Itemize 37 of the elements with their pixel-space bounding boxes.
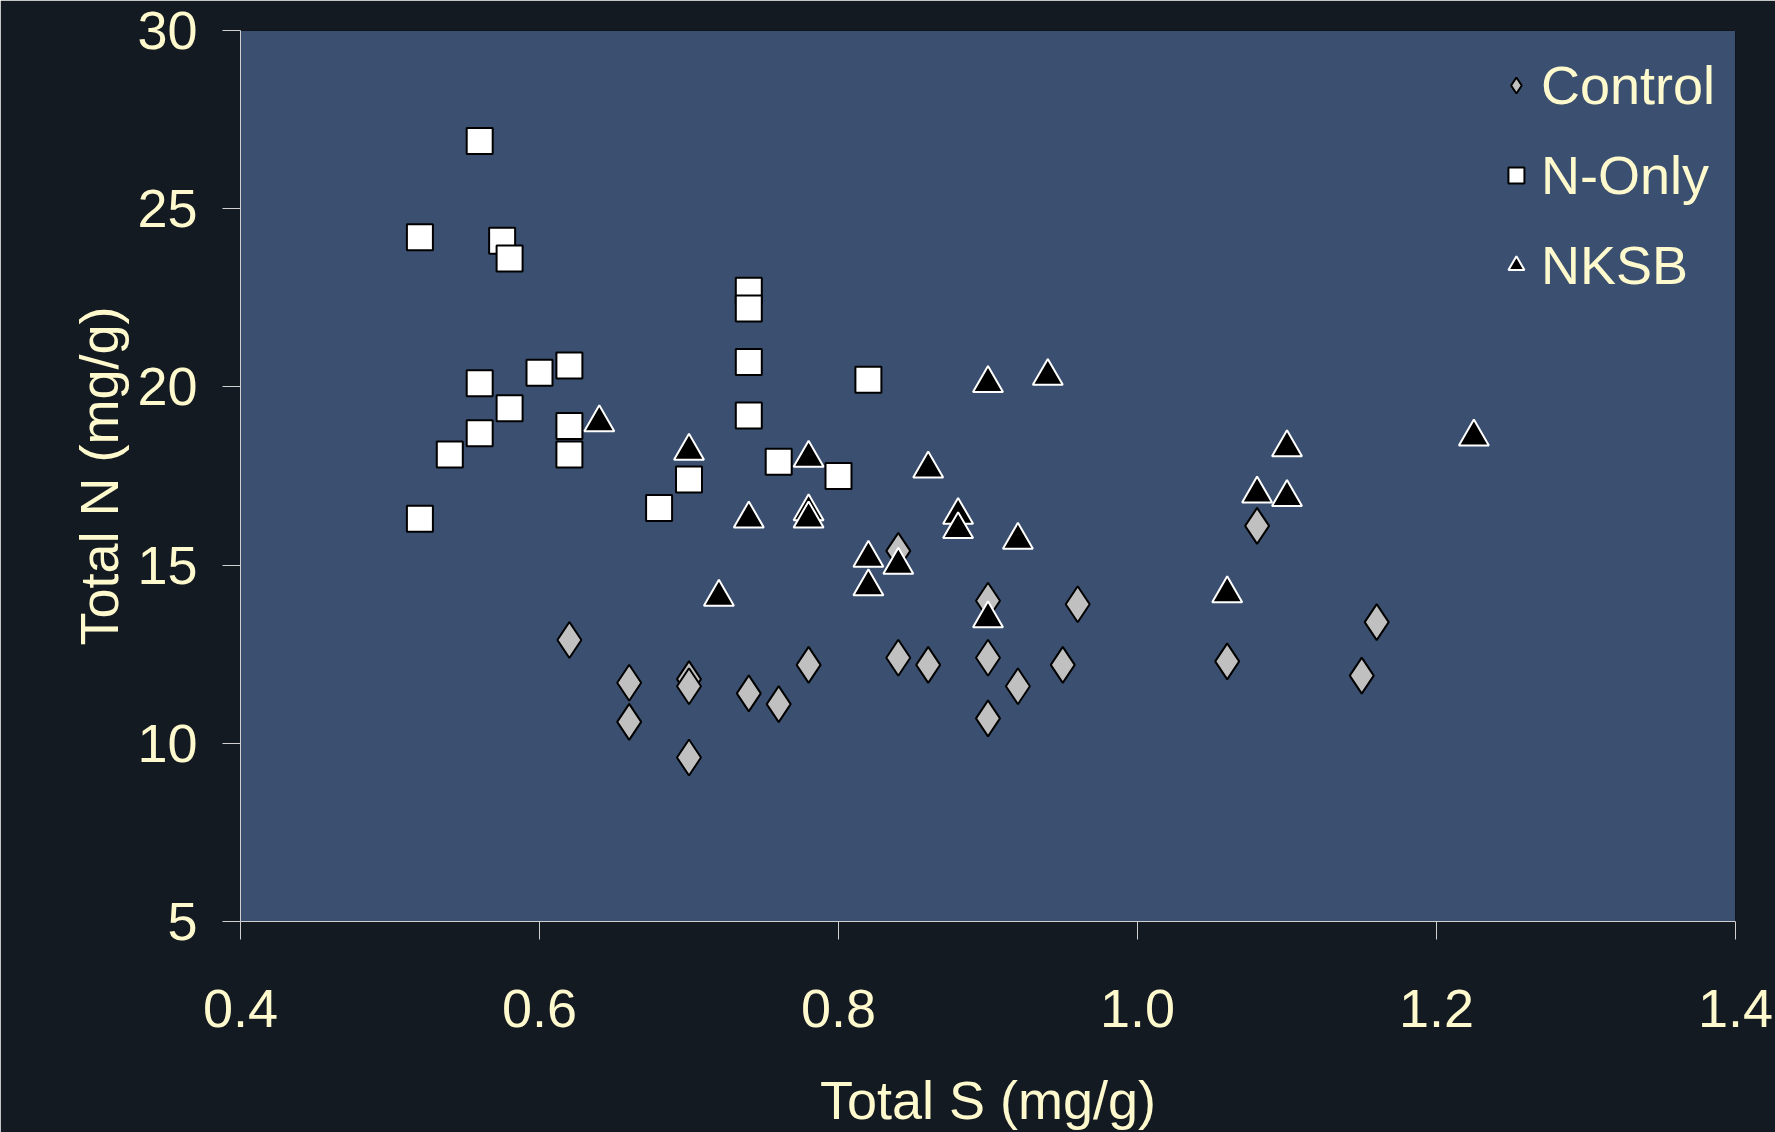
point (734, 347, 763, 376)
point (495, 394, 524, 423)
legend-label: N-Only (1540, 144, 1709, 207)
y-tick-label: 20 (137, 356, 198, 417)
point (435, 440, 464, 469)
x-tick-label: 0.4 (202, 977, 279, 1038)
y-tick-label: 10 (137, 712, 198, 773)
point (764, 447, 793, 476)
point (495, 244, 524, 273)
point (854, 365, 883, 394)
y-tick-label: 25 (137, 178, 198, 239)
legend-label: Control (1540, 54, 1715, 117)
y-tick-label: 15 (137, 534, 198, 595)
point (555, 440, 584, 469)
y-tick-label: 5 (167, 891, 198, 951)
point (555, 351, 584, 380)
point (555, 412, 584, 441)
legend-label: NKSB (1540, 234, 1688, 297)
x-axis-title: Total S (mg/g) (819, 1069, 1157, 1130)
point (465, 369, 494, 398)
point (405, 223, 434, 252)
point (465, 419, 494, 448)
point (734, 401, 763, 430)
x-tick-label: 0.6 (501, 977, 578, 1038)
point (675, 465, 703, 494)
point (465, 126, 494, 155)
point (525, 358, 554, 387)
y-tick-label: 30 (137, 0, 198, 60)
x-tick-label: 0.8 (800, 977, 877, 1038)
point (645, 494, 674, 523)
x-tick-label: 1.2 (1398, 977, 1475, 1038)
point (824, 462, 853, 490)
point (405, 504, 434, 533)
x-tick-label: 1.0 (1099, 977, 1176, 1038)
point (734, 294, 763, 323)
x-tick-label: 1.4 (1697, 977, 1774, 1038)
y-axis-title: Total N (mg/g) (69, 306, 130, 646)
